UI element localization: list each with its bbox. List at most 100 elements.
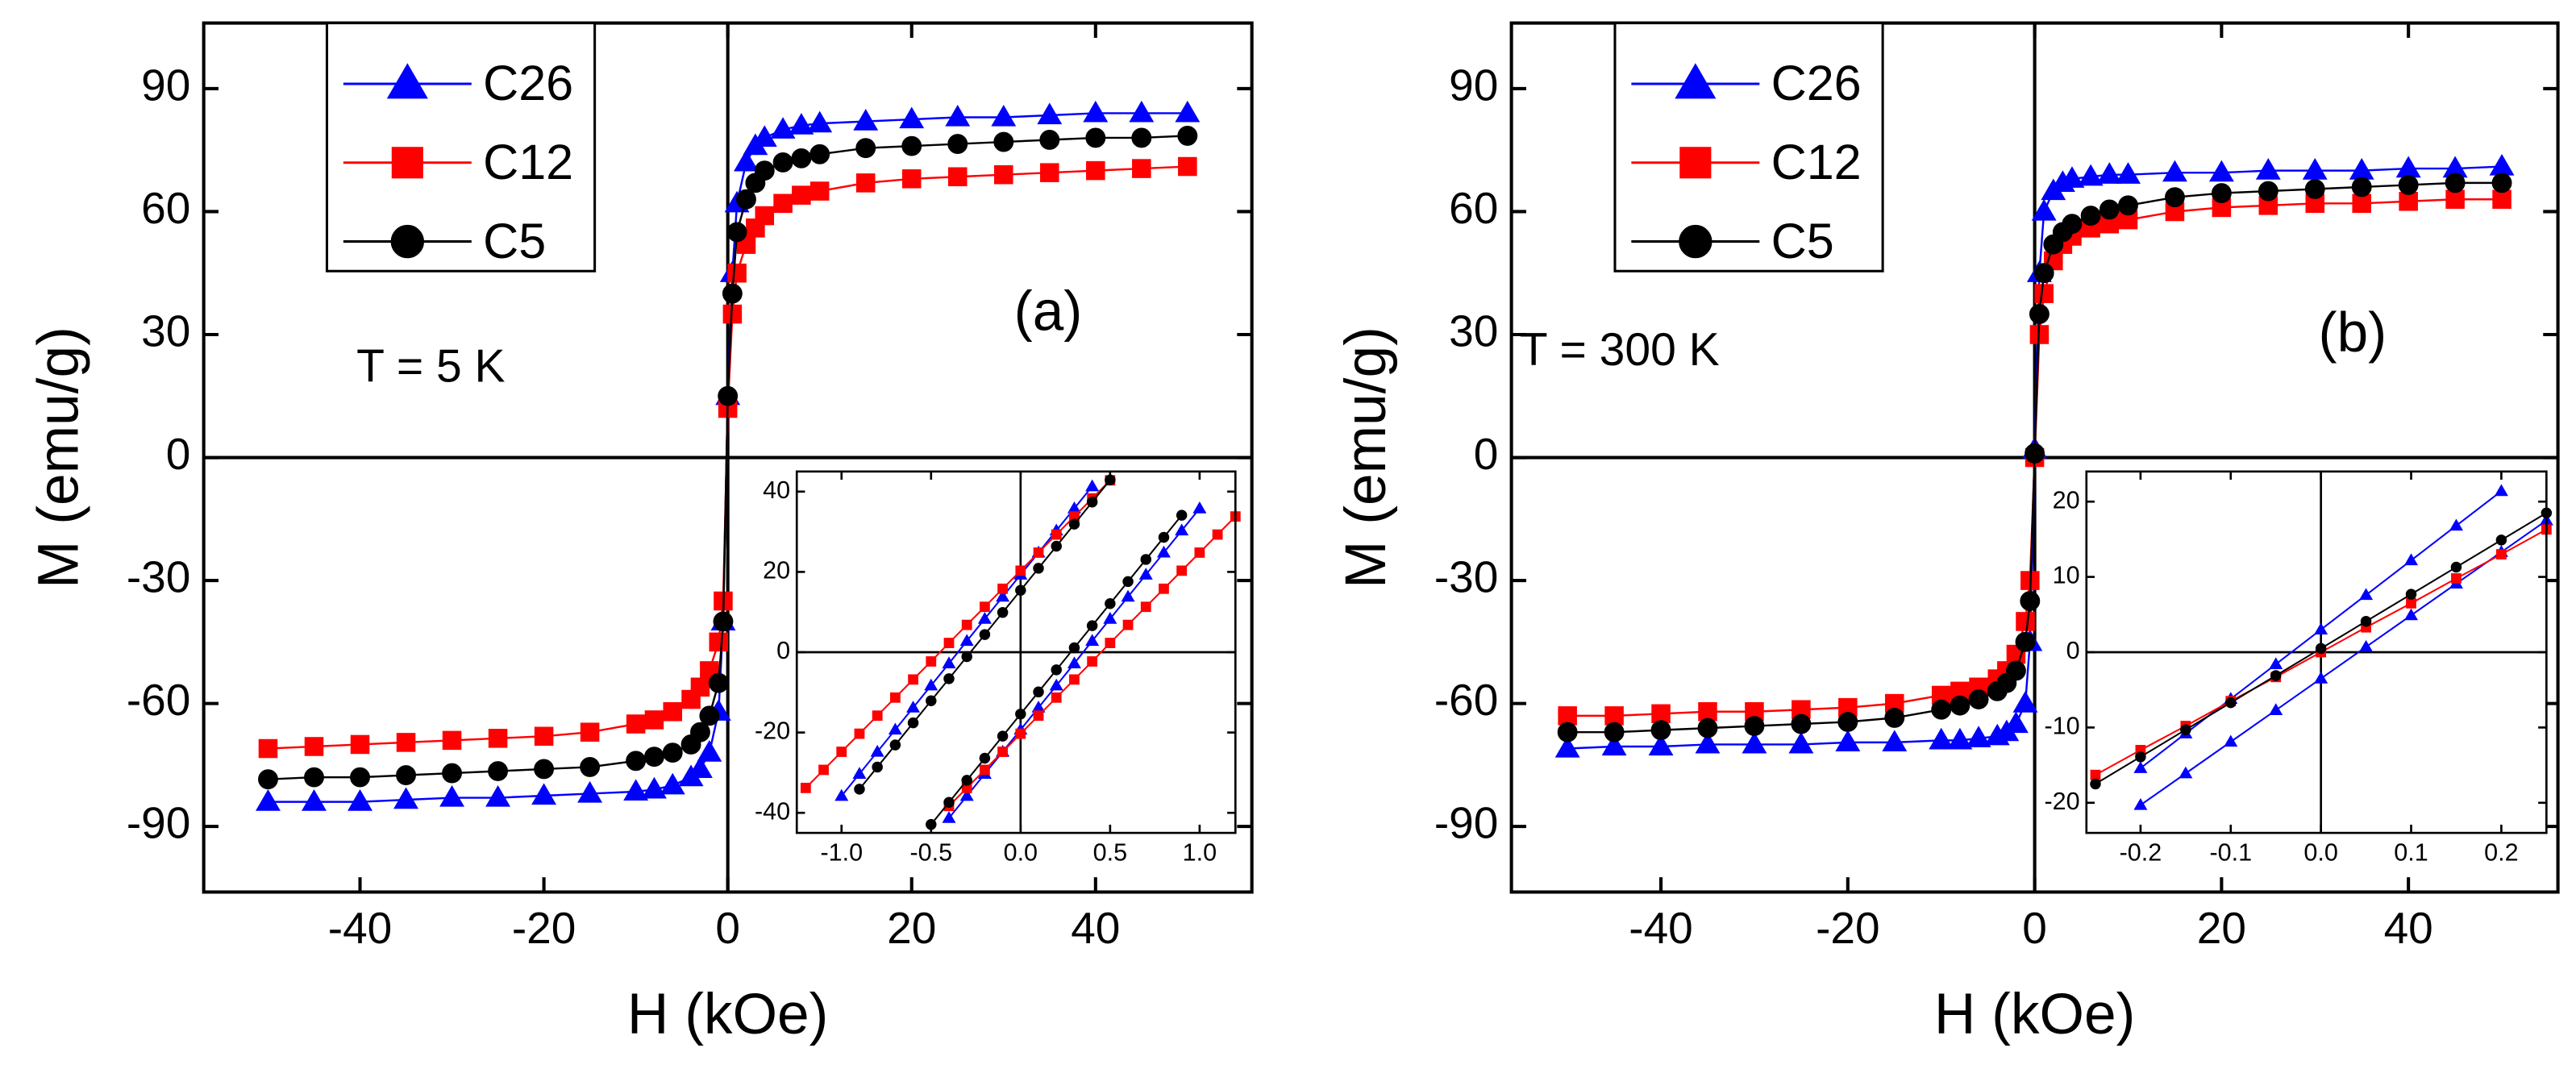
marker-circle: [1086, 620, 1098, 631]
marker-square: [980, 601, 990, 613]
marker-circle: [713, 611, 734, 632]
marker-circle: [854, 784, 865, 795]
marker-circle: [2225, 697, 2237, 709]
marker-square: [1212, 529, 1223, 540]
y-axis-label: M (emu/g): [26, 327, 90, 589]
marker-triangle: [1929, 727, 1954, 750]
x-tick-label: 40: [1071, 903, 1120, 953]
marker-square: [1178, 156, 1197, 177]
marker-circle: [2270, 670, 2282, 681]
marker-circle: [1086, 496, 1098, 508]
marker-square: [997, 583, 1009, 594]
marker-square: [961, 619, 972, 630]
marker-triangle: [1067, 656, 1081, 668]
marker-circle: [534, 759, 555, 780]
y-tick-label: -90: [1434, 798, 1499, 848]
marker-square: [2090, 769, 2101, 780]
marker-triangle: [1085, 634, 1100, 647]
marker-circle: [997, 730, 1009, 742]
x-tick-label: 0.0: [2303, 839, 2337, 867]
marker-circle: [1033, 563, 1044, 574]
marker-circle: [690, 722, 710, 742]
annotation: T = 300 K: [1520, 324, 1720, 376]
marker-circle: [809, 144, 830, 164]
marker-circle: [1051, 664, 1062, 676]
inset-plot: -0.2 -0.1 0.0 0.1 0.2 -20 -10 0 10 20: [2044, 470, 2553, 867]
x-tick-label: -40: [328, 903, 393, 953]
marker-square: [1698, 702, 1717, 722]
marker-square: [1194, 547, 1205, 558]
marker-square: [580, 722, 600, 742]
marker-triangle: [2208, 160, 2234, 182]
x-tick-label: 0: [715, 903, 740, 953]
marker-circle: [350, 767, 370, 788]
marker-triangle: [1083, 100, 1109, 123]
marker-triangle: [1835, 730, 1861, 752]
marker-circle: [1177, 125, 1198, 146]
marker-triangle: [751, 125, 777, 148]
marker-square: [1087, 656, 1098, 667]
marker-square: [2034, 284, 2054, 303]
marker-circle: [926, 695, 937, 707]
marker-circle: [662, 742, 683, 763]
marker-triangle: [485, 784, 511, 807]
marker-triangle: [1192, 501, 1207, 514]
marker-square: [943, 638, 955, 648]
marker-square: [1604, 706, 1624, 726]
marker-triangle: [1601, 734, 1627, 756]
marker-circle: [1884, 707, 1905, 728]
x-tick-label: -1.0: [820, 839, 863, 867]
marker-triangle: [870, 744, 884, 757]
plot-border: [2085, 470, 2548, 834]
marker-circle: [1085, 127, 1106, 148]
marker-triangle: [2404, 553, 2419, 566]
marker-square: [2492, 189, 2511, 209]
marker-circle: [2062, 214, 2083, 235]
marker-square: [1558, 706, 1577, 726]
marker-circle: [2491, 173, 2512, 193]
marker-square: [755, 206, 775, 226]
marker-triangle: [1175, 523, 1189, 536]
marker-square: [1033, 710, 1044, 722]
marker-circle: [2315, 643, 2327, 655]
marker-square: [1086, 160, 1105, 181]
marker-triangle: [924, 678, 938, 691]
marker-triangle: [386, 63, 428, 99]
y-tick-label: -60: [127, 675, 191, 725]
marker-square: [727, 263, 747, 283]
marker-square: [1176, 565, 1188, 576]
marker-square: [2495, 549, 2507, 559]
legend-label: C12: [1771, 135, 1862, 189]
legend-box: [1613, 22, 1884, 272]
x-tick-label: 0.0: [1004, 839, 1038, 867]
marker-triangle: [959, 634, 974, 647]
marker-triangle: [1156, 545, 1171, 558]
y-tick-label: 20: [2053, 486, 2080, 514]
marker-square: [872, 710, 883, 722]
marker-triangle: [2133, 797, 2148, 810]
marker-circle: [901, 135, 922, 156]
marker-square: [304, 737, 324, 756]
marker-circle: [1650, 720, 1671, 741]
marker-square: [1122, 619, 1134, 630]
marker-square: [980, 764, 990, 776]
y-tick-label: -40: [755, 797, 790, 825]
marker-circle: [304, 767, 324, 788]
marker-triangle: [834, 788, 849, 801]
marker-square: [690, 677, 710, 697]
marker-circle: [2165, 187, 2185, 208]
marker-triangle: [1175, 100, 1201, 123]
y-tick-label: 40: [763, 476, 790, 504]
marker-square: [1069, 674, 1080, 685]
marker-circle: [1105, 597, 1116, 609]
marker-triangle: [888, 722, 902, 735]
marker-square: [2451, 573, 2462, 584]
marker-square: [1051, 692, 1062, 703]
y-tick-label: 90: [1449, 60, 1498, 110]
x-tick-label: -20: [1816, 903, 1880, 953]
marker-square: [1679, 147, 1712, 179]
marker-triangle: [2224, 734, 2238, 747]
marker-square: [258, 738, 278, 759]
marker-circle: [1033, 686, 1044, 698]
marker-circle: [2099, 199, 2120, 220]
